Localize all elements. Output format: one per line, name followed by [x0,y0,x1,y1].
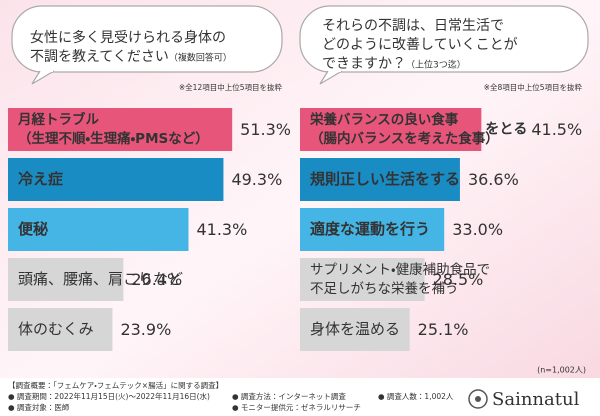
bar [300,158,460,201]
question-line: できますか？ [322,56,406,72]
value-label: 25.1% [418,320,469,339]
footer-item: ● 調査期間：2022年11月15日(火)～2022年11月16日(水) [8,391,210,401]
value-label: 49.3% [231,170,282,189]
bar [300,258,425,301]
bar-label: 身体を温める [310,320,400,338]
question-line: それらの不調は、日常生活で [322,18,504,34]
value-label: 33.0% [452,220,503,239]
bar-label: 不足しがちな栄養を補う [310,280,459,297]
footer-item: ● 調査方法：インターネット調査 [232,391,346,401]
bar-label-suffix: をとる [485,122,527,138]
question-line: 女性に多く見受けられる身体の [30,30,226,46]
value-label: 28.5% [433,270,484,289]
bubble-right [299,5,589,85]
footer-band [0,378,600,416]
value-label: 26.4% [131,270,182,289]
bar-label: 栄養バランスの良い食事 [309,111,459,128]
bar-label: サプリメント・健康補助食品で [310,261,490,278]
value-label: 23.9% [120,320,171,339]
value-label: 41.5% [531,120,582,139]
question-line: どのように改善していくことが [322,36,518,53]
bar-label: （腸内バランスを考えた食事） [310,130,499,147]
selection-note: ※全8項目中上位5項目を抜粋 [484,82,583,92]
sample-note: (n=1,002人) [537,366,586,375]
bar [8,208,189,251]
bar-label: 月経トラブル [17,111,99,128]
footer-item: ● 調査対象：医師 [8,402,70,412]
bar [300,308,410,351]
bar-label: 冷え症 [18,170,63,188]
bar-label: 体のむくみ [18,320,94,338]
bar [8,258,124,301]
question-note: （複数回答可） [169,52,232,64]
value-label: 41.3% [196,220,247,239]
selection-note: ※全12項目中上位5項目を抜粋 [179,82,283,92]
bar-label: 便秘 [18,220,48,238]
question-note: （上位3つ迄） [406,59,466,71]
bar-label: 適度な運動を行う [310,220,430,238]
brand-logo [468,389,488,409]
bar [8,108,233,151]
question-line: 不調を教えてください [30,49,169,65]
brand-name: Sainnatul [492,389,580,410]
bar-label: （生理不順・生理痛・PMSなど） [18,130,209,147]
bar [8,158,224,201]
value-label: 51.3% [240,120,291,139]
bar-label: 頭痛、腰痛、肩こりなど [18,270,183,288]
footer-heading: 【調査概要：「フェムケア・フェムテック×腸活」に関する調査】 [8,380,223,390]
footer-item: ● モニター提供元：ゼネラルリサーチ [232,402,361,412]
bar [300,108,482,151]
bar [8,308,113,351]
value-label: 36.6% [468,170,519,189]
footer-item: ● 調査人数：1,002人 [378,391,454,401]
bar-label: 規則正しい生活をする [310,170,460,188]
bubble-left [11,5,283,85]
bar [300,208,445,251]
